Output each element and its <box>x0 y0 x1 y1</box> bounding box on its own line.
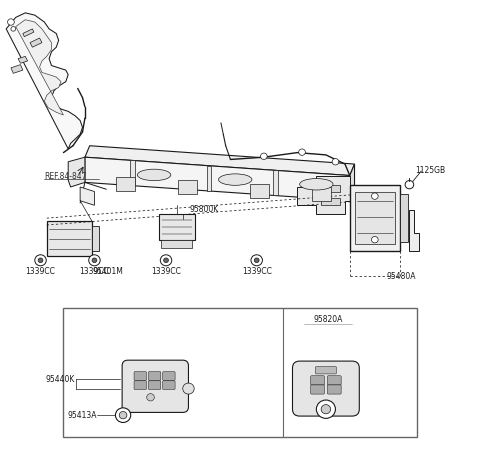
Text: 95401M: 95401M <box>92 267 123 276</box>
Circle shape <box>11 27 16 31</box>
FancyBboxPatch shape <box>311 376 324 385</box>
Bar <box>47 221 92 256</box>
Polygon shape <box>297 176 350 214</box>
FancyBboxPatch shape <box>148 372 161 380</box>
Circle shape <box>38 258 43 263</box>
FancyBboxPatch shape <box>292 361 360 416</box>
Circle shape <box>35 255 46 266</box>
Circle shape <box>261 153 267 160</box>
FancyBboxPatch shape <box>134 381 146 390</box>
Polygon shape <box>350 164 355 201</box>
Circle shape <box>164 258 168 263</box>
Bar <box>350 185 400 251</box>
Circle shape <box>147 394 155 401</box>
Polygon shape <box>312 188 331 201</box>
Bar <box>159 214 195 240</box>
Polygon shape <box>18 56 28 63</box>
FancyBboxPatch shape <box>163 372 175 380</box>
Text: 1125GB: 1125GB <box>416 166 446 176</box>
FancyBboxPatch shape <box>327 376 341 385</box>
Text: 1339CC: 1339CC <box>25 267 56 276</box>
Text: 95440K: 95440K <box>46 375 75 384</box>
Text: 1339CC: 1339CC <box>242 267 272 276</box>
Circle shape <box>183 383 194 394</box>
Circle shape <box>251 255 263 266</box>
Text: 95480A: 95480A <box>386 272 416 281</box>
Circle shape <box>116 408 131 422</box>
Circle shape <box>160 255 172 266</box>
Bar <box>63 308 417 437</box>
Polygon shape <box>23 29 34 37</box>
Polygon shape <box>409 210 419 251</box>
Polygon shape <box>178 180 197 194</box>
Polygon shape <box>116 177 135 191</box>
Text: 95820A: 95820A <box>313 315 343 325</box>
Bar <box>400 194 408 242</box>
Polygon shape <box>130 160 135 185</box>
Polygon shape <box>85 146 355 176</box>
Circle shape <box>372 193 378 199</box>
Bar <box>161 240 192 248</box>
Circle shape <box>316 400 336 419</box>
Bar <box>355 192 395 244</box>
FancyBboxPatch shape <box>315 366 336 374</box>
Circle shape <box>89 255 100 266</box>
Text: 1339CC: 1339CC <box>151 267 181 276</box>
Text: REF.84-847: REF.84-847 <box>44 172 87 181</box>
Circle shape <box>405 181 414 189</box>
FancyBboxPatch shape <box>134 372 146 380</box>
FancyBboxPatch shape <box>122 360 189 413</box>
FancyBboxPatch shape <box>311 385 324 394</box>
Circle shape <box>332 159 339 165</box>
Polygon shape <box>85 157 350 201</box>
Circle shape <box>372 236 378 243</box>
Ellipse shape <box>137 169 171 181</box>
Circle shape <box>254 258 259 263</box>
Polygon shape <box>206 165 211 191</box>
FancyBboxPatch shape <box>327 385 341 394</box>
Text: 95413A: 95413A <box>67 411 97 420</box>
Circle shape <box>119 412 127 419</box>
Polygon shape <box>6 13 83 149</box>
Polygon shape <box>11 65 23 73</box>
Text: 95800K: 95800K <box>190 206 219 214</box>
Text: 1339CC: 1339CC <box>80 267 109 276</box>
Bar <box>92 226 99 251</box>
Polygon shape <box>80 187 95 205</box>
Ellipse shape <box>218 174 252 185</box>
Polygon shape <box>274 170 278 195</box>
Circle shape <box>8 19 14 25</box>
Polygon shape <box>250 184 269 198</box>
Polygon shape <box>30 38 42 47</box>
Polygon shape <box>68 157 85 187</box>
Ellipse shape <box>300 178 333 190</box>
Polygon shape <box>321 198 340 205</box>
Circle shape <box>299 149 305 155</box>
Polygon shape <box>321 185 340 192</box>
FancyBboxPatch shape <box>148 381 161 390</box>
Polygon shape <box>16 20 63 115</box>
Circle shape <box>321 405 331 414</box>
Circle shape <box>92 258 97 263</box>
FancyBboxPatch shape <box>163 381 175 390</box>
